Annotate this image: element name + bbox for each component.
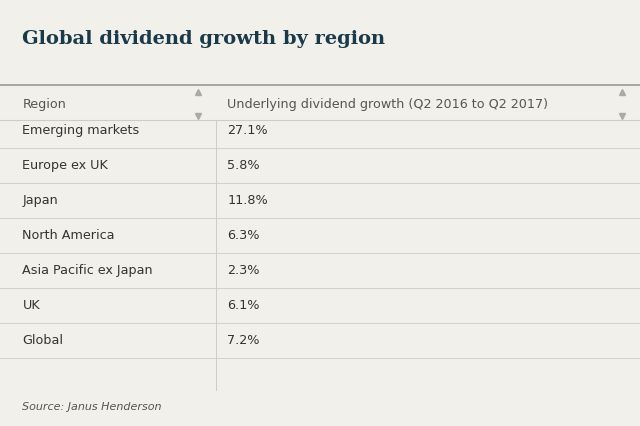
Text: Europe ex UK: Europe ex UK	[22, 159, 108, 172]
Text: Emerging markets: Emerging markets	[22, 124, 140, 137]
Text: 27.1%: 27.1%	[227, 124, 268, 137]
Text: Japan: Japan	[22, 194, 58, 207]
Text: 6.1%: 6.1%	[227, 299, 260, 312]
Text: Asia Pacific ex Japan: Asia Pacific ex Japan	[22, 264, 153, 277]
Text: Underlying dividend growth (Q2 2016 to Q2 2017): Underlying dividend growth (Q2 2016 to Q…	[227, 98, 548, 111]
Text: Global: Global	[22, 334, 63, 347]
Text: Source: Janus Henderson: Source: Janus Henderson	[22, 402, 162, 412]
Text: Global dividend growth by region: Global dividend growth by region	[22, 30, 385, 48]
Text: 5.8%: 5.8%	[227, 159, 260, 172]
Text: 2.3%: 2.3%	[227, 264, 260, 277]
Text: 6.3%: 6.3%	[227, 229, 260, 242]
Text: 7.2%: 7.2%	[227, 334, 260, 347]
Text: Region: Region	[22, 98, 67, 111]
Text: UK: UK	[22, 299, 40, 312]
Text: North America: North America	[22, 229, 115, 242]
Text: 11.8%: 11.8%	[227, 194, 268, 207]
